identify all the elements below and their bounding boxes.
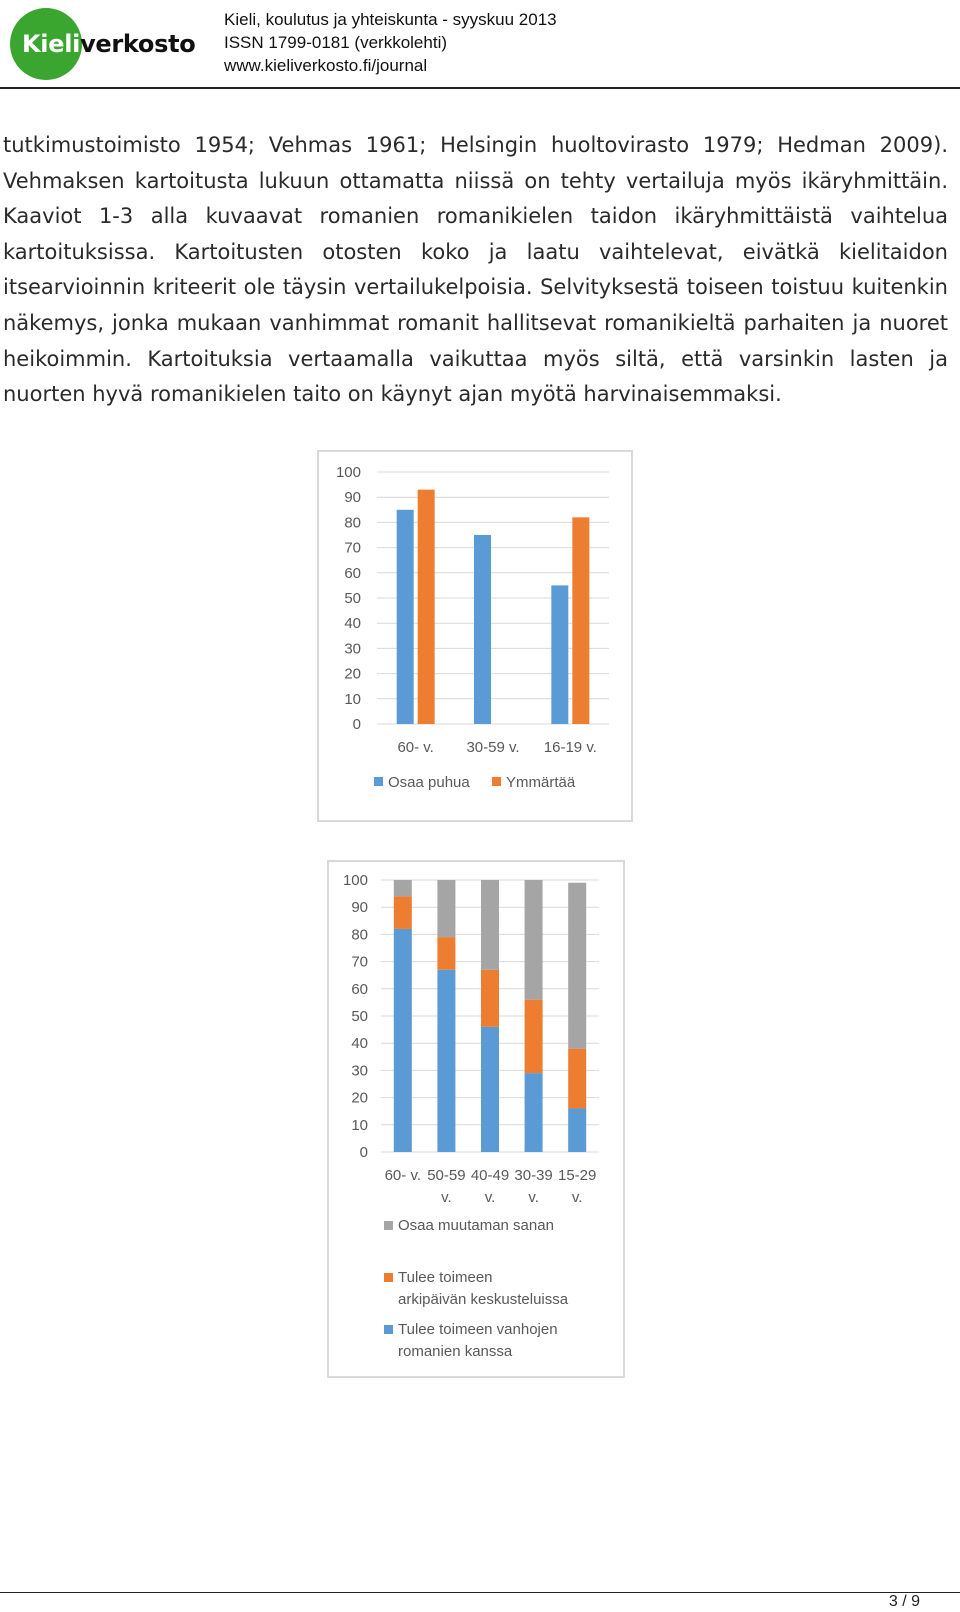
- body-line-1: tutkimustoimisto 1954; Vehmas 1961; Hels…: [3, 133, 948, 157]
- chart2-legend-label: arkipäivän keskusteluissa: [398, 1291, 569, 1308]
- journal-url[interactable]: www.kieliverkosto.fi/journal: [224, 56, 428, 75]
- body-line-5: itsearvioinnin kriteerit ole täysin vert…: [3, 275, 948, 300]
- chart1-ytick: 60: [344, 565, 361, 582]
- chart2-bar-segment: [481, 969, 499, 1027]
- chart1-ytick: 50: [344, 590, 361, 607]
- body-line-7: heikoimmin. Kartoituksia vertaamalla vai…: [3, 346, 948, 371]
- chart1-ytick: 0: [353, 716, 361, 733]
- body-paragraph: tutkimustoimisto 1954; Vehmas 1961; Hels…: [3, 128, 948, 413]
- chart2-ytick: 100: [343, 872, 368, 889]
- chart2-bar-segment: [437, 969, 456, 1152]
- chart-language-skill-by-age: 0 10 20 30 40 50 60 70 80 90 100 60- v. 30-59 v. 16-1…: [317, 450, 633, 822]
- chart1-bar: [551, 585, 569, 724]
- chart2-ytick: 10: [351, 1117, 368, 1134]
- page-number: 3 / 9: [888, 1593, 920, 1610]
- chart2-ytick: 60: [351, 981, 368, 998]
- chart2-xtick: 15-29: [558, 1167, 596, 1184]
- chart2-xtick: 30-39: [514, 1167, 552, 1184]
- chart2-bar-segment: [524, 999, 543, 1074]
- chart2-ytick: 30: [351, 1062, 368, 1079]
- chart2-legend-label: Osaa muutaman sanan: [398, 1217, 554, 1234]
- chart1-bar: [417, 489, 435, 724]
- body-line-6: näkemys, jonka mukaan vanhimmat romanit …: [3, 310, 948, 335]
- logo-text: Kieliverkosto: [22, 30, 196, 58]
- body-line-4: kartoituksissa. Kartoitusten otosten kok…: [3, 239, 948, 264]
- footer-divider: [0, 1592, 960, 1593]
- chart2-bar-segment: [481, 880, 499, 970]
- chart2-bar-segment: [524, 1073, 543, 1152]
- chart2-ytick: 50: [351, 1008, 368, 1025]
- chart2-xtick: v.: [485, 1189, 496, 1206]
- chart2-xtick: 50-59: [427, 1167, 465, 1184]
- chart2-xtick: 40-49: [471, 1167, 509, 1184]
- chart2-xtick: v.: [441, 1189, 452, 1206]
- chart2-xtick: v.: [572, 1189, 583, 1206]
- chart2-legend-label: romanien kanssa: [398, 1343, 513, 1360]
- chart1-bar: [474, 535, 491, 724]
- body-line-3: Kaaviot 1-3 alla kuvaavat romanien roman…: [3, 204, 948, 229]
- chart1-svg: 0 10 20 30 40 50 60 70 80 90 100 60- v. 30-59 v. 16-1…: [336, 464, 609, 791]
- journal-info: Kieli, koulutus ja yhteiskunta - syyskuu…: [224, 8, 557, 77]
- chart2-bar-segment: [393, 896, 412, 929]
- chart1-ytick: 80: [344, 514, 361, 531]
- chart1-ytick: 10: [344, 691, 361, 708]
- chart2-ytick: 0: [360, 1144, 368, 1161]
- chart1-ytick: 20: [344, 666, 361, 683]
- chart2-bar-segment: [437, 937, 456, 970]
- chart2-xtick: v.: [528, 1189, 539, 1206]
- chart2-ytick: 80: [351, 926, 368, 943]
- journal-issn: ISSN 1799-0181 (verkkolehti): [224, 33, 448, 52]
- chart1-legend-swatch: [492, 777, 501, 786]
- chart2-ytick: 40: [351, 1035, 368, 1052]
- chart2-bar-segment: [568, 882, 587, 1049]
- chart1-ytick: 90: [344, 489, 361, 506]
- body-line-8: nuorten hyvä romanikielen taito on käyny…: [3, 382, 782, 407]
- chart1-ytick: 30: [344, 640, 361, 657]
- kieliverkosto-logo[interactable]: [10, 8, 82, 80]
- chart1-legend-swatch: [374, 777, 383, 786]
- body-line-2: Vehmaksen kartoitusta lukuun ottamatta n…: [3, 168, 948, 193]
- chart2-legend-swatch: [384, 1221, 393, 1230]
- journal-title: Kieli, koulutus ja yhteiskunta - syyskuu…: [224, 10, 557, 29]
- page-header: Kieliverkosto Kieli, koulutus ja yhteisk…: [0, 0, 960, 89]
- chart-language-level-by-age: 0 10 20 30 40 50 60 70 80 90 100 60- v. 50-59 v. 40-49…: [327, 860, 625, 1378]
- chart1-ytick: 40: [344, 615, 361, 632]
- chart2-xtick: 60- v.: [385, 1167, 421, 1184]
- chart2-svg: 0 10 20 30 40 50 60 70 80 90 100 60- v. 50-59 v. 40-49…: [343, 872, 599, 1360]
- chart2-legend-swatch: [384, 1325, 393, 1334]
- chart2-bar-segment: [393, 880, 412, 897]
- chart1-bar: [396, 509, 414, 724]
- chart1-xtick: 60- v.: [397, 739, 433, 756]
- chart2-bar-segment: [568, 1108, 587, 1152]
- header-divider: [0, 87, 960, 89]
- chart2-ytick: 20: [351, 1090, 368, 1107]
- chart1-xtick: 30-59 v.: [466, 739, 519, 756]
- chart2-legend-swatch: [384, 1273, 393, 1282]
- chart2-bar-segment: [524, 880, 543, 1000]
- chart2-ytick: 70: [351, 954, 368, 971]
- chart2-legend-label: Tulee toimeen: [398, 1269, 493, 1286]
- chart2-bar-segment: [481, 1026, 499, 1152]
- chart1-legend-label: Osaa puhua: [388, 774, 470, 791]
- chart1-ytick: 100: [336, 464, 361, 481]
- chart1-ytick: 70: [344, 540, 361, 557]
- chart2-bar-segment: [437, 880, 456, 938]
- chart1-bar: [572, 517, 590, 724]
- chart1-xtick: 16-19 v.: [544, 739, 597, 756]
- chart2-bar-segment: [393, 928, 412, 1152]
- chart1-legend-label: Ymmärtää: [506, 774, 576, 791]
- chart2-bar-segment: [568, 1048, 587, 1109]
- chart2-legend-label: Tulee toimeen vanhojen: [398, 1321, 558, 1338]
- chart2-ytick: 90: [351, 899, 368, 916]
